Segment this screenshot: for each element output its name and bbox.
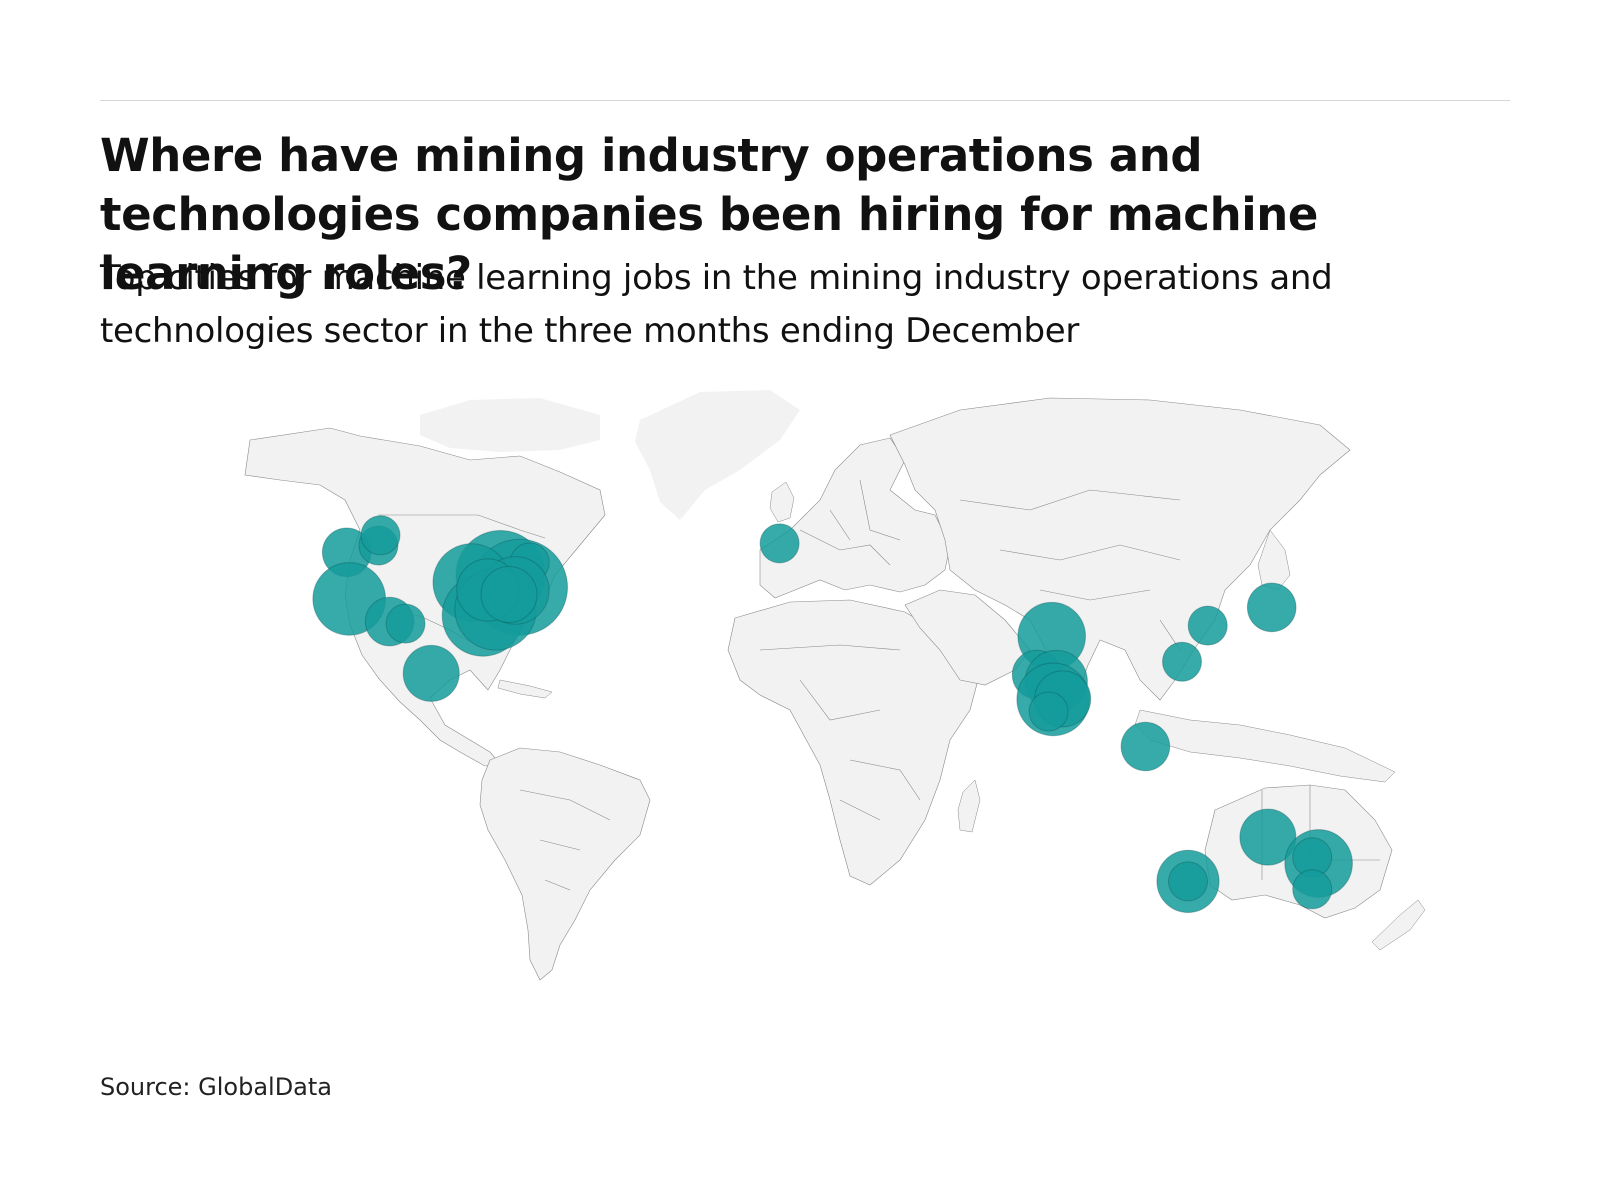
border-africa-lines — [759, 644, 921, 821]
city-bubble — [1120, 721, 1171, 772]
city-bubble — [402, 644, 460, 702]
top-divider — [100, 100, 1510, 101]
city-bubble — [480, 566, 538, 623]
land-greenland — [635, 390, 800, 520]
land-layer — [244, 390, 1426, 981]
land-madagascar — [957, 779, 981, 833]
land-caribbean — [497, 679, 553, 699]
city-bubble — [1168, 861, 1208, 902]
border-us-canada — [378, 514, 546, 539]
city-bubble — [1187, 605, 1228, 646]
land-asia — [889, 397, 1351, 701]
city-bubble — [385, 603, 426, 644]
border-south-america-lines — [519, 789, 611, 891]
land-new-zealand — [1371, 899, 1426, 951]
city-bubble — [1028, 691, 1069, 732]
city-bubble — [1239, 808, 1297, 866]
border-asia-lines — [959, 489, 1181, 651]
city-bubble — [1292, 869, 1333, 910]
chart-title: Where have mining industry operations an… — [100, 129, 1318, 300]
city-bubble — [1162, 641, 1202, 682]
land-uk — [769, 481, 795, 523]
land-se-asia-islands — [1134, 709, 1396, 783]
city-bubble — [1246, 582, 1297, 633]
borders-layer — [378, 479, 1380, 891]
world-map — [244, 390, 1426, 981]
city-bubble — [759, 523, 800, 564]
border-europe-lines — [799, 479, 901, 566]
land-south-america — [479, 747, 651, 981]
city-bubble — [360, 515, 401, 556]
city-bubbles — [312, 515, 1353, 913]
land-arctic-islands — [420, 398, 600, 452]
chart-subtitle: Top cities for machine learning jobs in … — [100, 258, 1333, 351]
source-note: Source: GlobalData — [100, 1073, 333, 1101]
